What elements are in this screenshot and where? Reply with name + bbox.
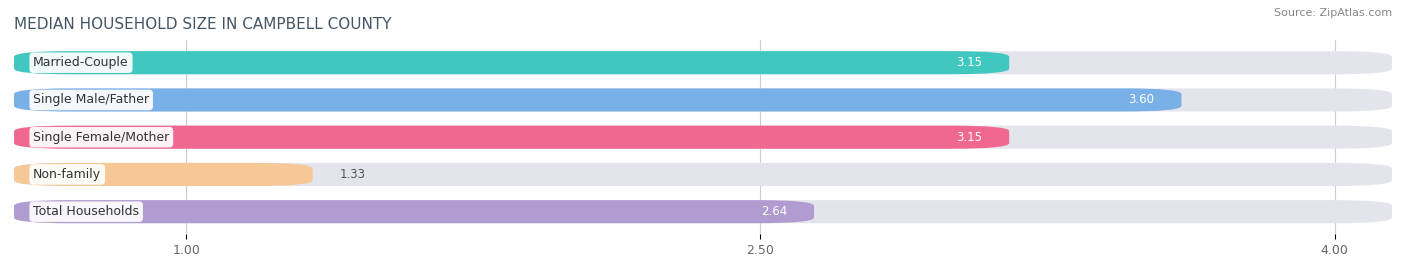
FancyBboxPatch shape — [14, 163, 1392, 186]
FancyBboxPatch shape — [14, 126, 1392, 149]
Text: 1.33: 1.33 — [339, 168, 366, 181]
Text: 3.60: 3.60 — [1129, 93, 1154, 107]
Text: Total Households: Total Households — [34, 205, 139, 218]
Text: 3.15: 3.15 — [956, 56, 983, 69]
FancyBboxPatch shape — [14, 163, 312, 186]
Text: Single Male/Father: Single Male/Father — [34, 93, 149, 107]
FancyBboxPatch shape — [14, 126, 1010, 149]
Text: Non-family: Non-family — [34, 168, 101, 181]
Text: 3.15: 3.15 — [956, 131, 983, 144]
FancyBboxPatch shape — [14, 200, 814, 223]
FancyBboxPatch shape — [14, 200, 1392, 223]
FancyBboxPatch shape — [14, 51, 1392, 74]
FancyBboxPatch shape — [14, 51, 1010, 74]
Text: Married-Couple: Married-Couple — [34, 56, 129, 69]
Text: MEDIAN HOUSEHOLD SIZE IN CAMPBELL COUNTY: MEDIAN HOUSEHOLD SIZE IN CAMPBELL COUNTY — [14, 17, 391, 32]
Text: Single Female/Mother: Single Female/Mother — [34, 131, 170, 144]
Text: 2.64: 2.64 — [761, 205, 787, 218]
FancyBboxPatch shape — [14, 89, 1392, 111]
FancyBboxPatch shape — [14, 89, 1181, 111]
Text: Source: ZipAtlas.com: Source: ZipAtlas.com — [1274, 8, 1392, 18]
